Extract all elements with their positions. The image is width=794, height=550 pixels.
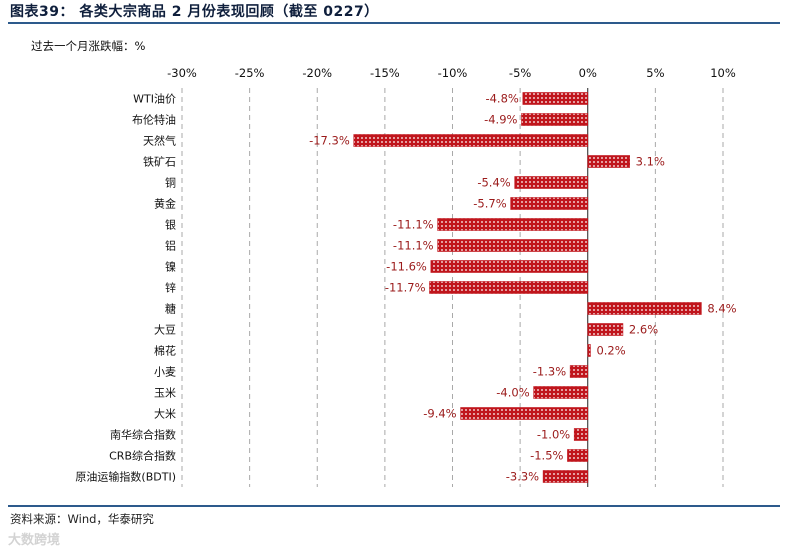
bar — [429, 281, 589, 294]
bar — [567, 449, 589, 462]
category-label: 锌 — [165, 281, 176, 295]
data-label: -11.1% — [393, 218, 434, 232]
data-label: -5.7% — [473, 197, 506, 211]
data-label: -11.6% — [386, 260, 427, 274]
x-tick-label: -15% — [370, 66, 400, 80]
data-label: 2.6% — [629, 323, 658, 337]
category-label: 糖 — [165, 302, 176, 316]
category-label: 棉花 — [154, 344, 176, 358]
data-label: -3.3% — [506, 470, 539, 484]
category-label: WTI油价 — [133, 92, 176, 106]
category-label: 大豆 — [154, 323, 176, 337]
data-label: -4.9% — [484, 113, 517, 127]
bar — [587, 323, 624, 336]
data-label: -1.0% — [537, 428, 570, 442]
category-label: 玉米 — [154, 387, 176, 400]
data-label: -1.3% — [533, 365, 566, 379]
bar — [510, 197, 589, 210]
bar — [587, 155, 630, 168]
bar — [522, 92, 589, 105]
data-label: -4.0% — [496, 386, 529, 400]
data-label: -1.5% — [530, 449, 563, 463]
source-note: 资料来源：Wind，华泰研究 — [10, 512, 154, 526]
category-label: 铜 — [165, 176, 176, 190]
category-label: 黄金 — [154, 197, 176, 211]
bar — [353, 134, 589, 147]
data-label: 8.4% — [707, 302, 736, 316]
bar — [521, 113, 589, 126]
top-rule — [8, 22, 780, 24]
x-tick-label: -25% — [235, 66, 265, 80]
category-label: CRB综合指数 — [109, 449, 176, 463]
x-tick-label: 10% — [710, 66, 736, 80]
x-tick-label: -10% — [438, 66, 468, 80]
bottom-rule — [8, 505, 780, 507]
x-tick-labels: -30% -25% -20% -15% -10% -5% 0% 5% 10% — [167, 66, 736, 80]
data-label: -11.7% — [385, 281, 426, 295]
data-label: -4.8% — [485, 92, 518, 106]
data-label: -5.4% — [477, 176, 510, 190]
x-tick-label: 0% — [579, 66, 597, 80]
bar — [533, 386, 589, 399]
bar — [573, 428, 589, 441]
x-tick-label: -5% — [509, 66, 531, 80]
category-label: 铁矿石 — [143, 156, 176, 169]
bar — [437, 239, 589, 252]
chart-title: 图表39： 各类大宗商品 2 月份表现回顾（截至 0227） — [10, 4, 379, 20]
category-label: 大米 — [154, 407, 176, 421]
bar — [437, 218, 589, 231]
category-label: 小麦 — [154, 366, 176, 379]
category-label: 镍 — [165, 260, 176, 274]
bar — [460, 407, 589, 420]
bar — [542, 470, 589, 483]
category-label: 布伦特油 — [132, 113, 176, 127]
x-tick-label: -30% — [167, 66, 197, 80]
category-label: 天然气 — [143, 134, 176, 148]
category-label: 银 — [165, 218, 176, 232]
data-label: -17.3% — [309, 134, 350, 148]
data-label: 0.2% — [596, 344, 625, 358]
data-label: 3.1% — [636, 155, 665, 169]
category-label: 原油运输指数(BDTI) — [75, 470, 176, 484]
category-label: 铝 — [165, 239, 176, 253]
bar — [430, 260, 589, 273]
y-axis-label: 过去一个月涨跌幅：% — [31, 39, 145, 53]
category-label: 南华综合指数 — [110, 428, 176, 442]
bar — [569, 365, 589, 378]
x-tick-label: -20% — [302, 66, 332, 80]
watermark: 大数跨境 — [8, 533, 61, 548]
data-labels: -4.8% -4.9% -17.3% 3.1% -5.4% -5.7% -11.1% -11.… — [309, 92, 737, 484]
bars — [353, 92, 702, 483]
bar — [587, 302, 702, 315]
bar — [587, 344, 591, 357]
bar — [514, 176, 589, 189]
x-tick-label: 5% — [646, 66, 664, 80]
data-label: -11.1% — [393, 239, 434, 253]
data-label: -9.4% — [423, 407, 456, 421]
bar-chart: 过去一个月涨跌幅：% -30% -25% -20% -15% -10% -5% 0% 5% 10… — [31, 39, 737, 487]
